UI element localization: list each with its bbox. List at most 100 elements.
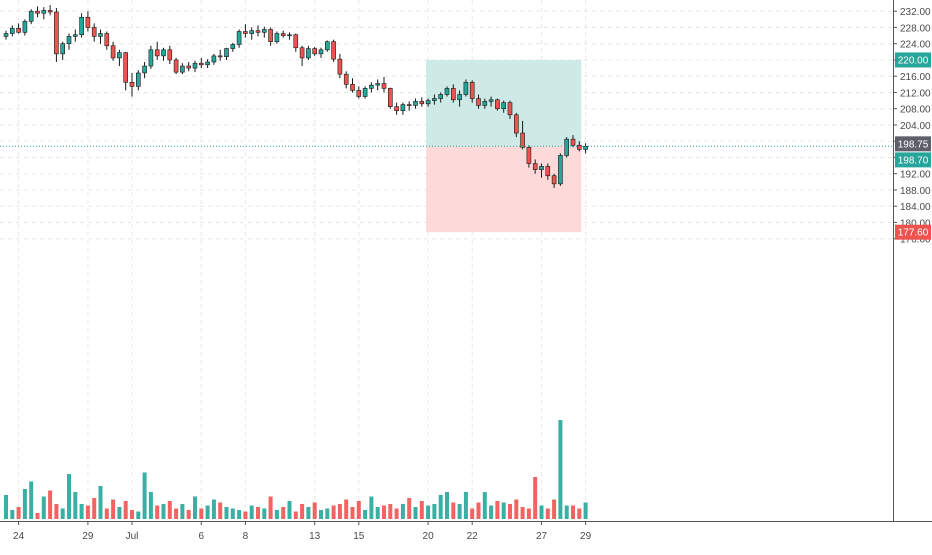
volume-bar: [281, 507, 286, 519]
candle: [79, 13, 84, 38]
time-tick-label: 24: [13, 531, 25, 542]
candle-body: [217, 55, 223, 58]
candle-body: [520, 132, 525, 148]
candle: [387, 87, 393, 109]
price-tick-label: 188.00: [900, 186, 931, 197]
volume-bar: [218, 502, 223, 519]
candle-body: [180, 65, 185, 73]
candle: [243, 24, 248, 38]
candle: [375, 79, 381, 91]
volume-bar: [306, 507, 311, 519]
candle: [306, 45, 311, 60]
candle-body: [98, 33, 103, 37]
volume-bar: [60, 508, 65, 519]
volume-bar: [463, 492, 468, 519]
candle: [47, 5, 53, 16]
stop-price-label: 177.60: [895, 224, 931, 240]
candle-body: [280, 33, 286, 36]
candle: [299, 45, 305, 67]
volume-bar: [249, 505, 254, 519]
candle-body: [142, 65, 147, 74]
candle: [10, 25, 15, 37]
candle: [318, 47, 324, 58]
candle-body: [16, 27, 21, 33]
volume-bar: [274, 510, 279, 519]
candle-body: [167, 49, 173, 61]
candle: [16, 23, 21, 34]
volume-bar: [400, 504, 405, 519]
candle: [280, 30, 286, 38]
volume-bar: [22, 489, 27, 519]
candle: [520, 120, 525, 150]
price-tick-label: 212.00: [900, 88, 931, 99]
volume-bar: [98, 486, 103, 519]
candle: [564, 137, 570, 158]
candle-body: [413, 101, 418, 106]
candle-body: [356, 90, 362, 97]
volume-bar: [243, 511, 248, 519]
candle: [539, 163, 544, 178]
candle: [457, 90, 462, 107]
candle-body: [306, 48, 311, 59]
time-axis[interactable]: 24 29 Jul 6 8 13 15 20 22 27 29: [13, 521, 592, 542]
candle-body: [576, 144, 582, 150]
candle: [432, 94, 437, 105]
candle-body: [85, 16, 91, 28]
candle: [438, 92, 444, 103]
candle-body: [3, 33, 9, 37]
volume-bar: [35, 513, 40, 519]
candle: [117, 49, 122, 67]
candle: [482, 98, 488, 109]
candle-body: [532, 163, 538, 170]
candle: [249, 27, 254, 40]
candle-body: [123, 52, 128, 83]
candle: [413, 98, 418, 109]
volume-bar: [539, 505, 544, 519]
candle: [343, 71, 349, 89]
candle: [507, 100, 513, 119]
candle-body: [425, 100, 431, 105]
candle: [570, 135, 576, 148]
candle: [255, 25, 261, 37]
candle-body: [192, 62, 198, 69]
candle-body: [343, 73, 349, 85]
candle-body: [73, 34, 78, 37]
candle: [394, 102, 399, 115]
volume-bar: [375, 507, 380, 519]
candle: [350, 78, 355, 93]
candle: [167, 45, 173, 65]
candle: [148, 45, 154, 69]
candle-body: [318, 49, 324, 55]
volume-bar: [577, 508, 582, 519]
candle: [142, 61, 147, 79]
volume-bar: [67, 474, 71, 519]
candle-body: [513, 114, 519, 134]
volume-bar: [123, 501, 128, 519]
candle: [488, 96, 494, 107]
candles: [3, 5, 588, 188]
candle: [60, 41, 66, 60]
candle-body: [35, 10, 40, 14]
candle-body: [91, 27, 97, 37]
candle: [230, 42, 236, 52]
candle-body: [66, 36, 72, 45]
candle: [444, 86, 450, 97]
volume-bar: [337, 504, 342, 519]
volume-bar: [104, 508, 109, 519]
volume-bar: [79, 504, 84, 519]
candle: [337, 53, 343, 79]
volume-bar: [180, 504, 185, 519]
candle-body: [324, 41, 330, 51]
candle-body: [432, 98, 437, 101]
candle-body: [224, 48, 229, 58]
volume-bar: [583, 502, 588, 519]
volume-bar: [426, 505, 431, 519]
candle-body: [205, 61, 210, 66]
time-tick-label: 27: [536, 531, 548, 542]
candle: [476, 94, 481, 109]
volume-bar: [419, 501, 424, 519]
price-axis[interactable]: 232.00 228.00 224.00 220.00 216.00 212.00 208.…: [893, 7, 931, 246]
candle-body: [482, 101, 488, 106]
